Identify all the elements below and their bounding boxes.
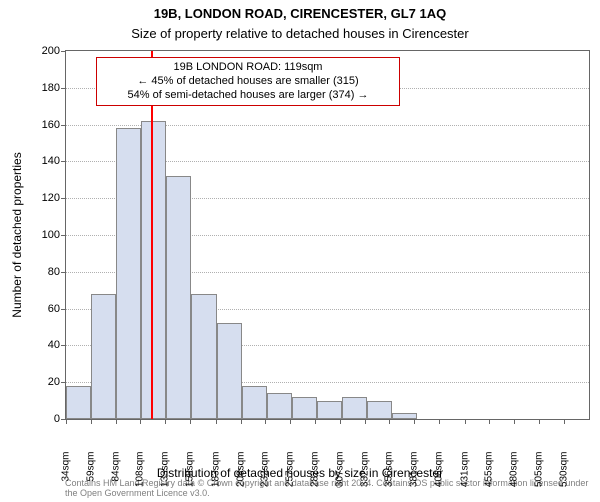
x-tick-label: 59sqm: [86, 452, 97, 502]
histogram-bar: [191, 294, 216, 419]
y-tick-mark: [61, 382, 65, 383]
x-tick-label: 282sqm: [309, 452, 320, 502]
x-tick-mark: [489, 420, 490, 424]
y-tick-mark: [61, 161, 65, 162]
x-tick-mark: [340, 420, 341, 424]
x-tick-label: 232sqm: [259, 452, 270, 502]
x-tick-mark: [315, 420, 316, 424]
y-tick-mark: [61, 272, 65, 273]
histogram-bar: [342, 397, 367, 419]
y-tick-label: 200: [20, 45, 60, 57]
histogram-bar: [392, 413, 417, 419]
x-tick-label: 183sqm: [210, 452, 221, 502]
histogram-bar: [116, 128, 141, 419]
x-tick-mark: [539, 420, 540, 424]
y-tick-label: 60: [20, 303, 60, 315]
x-tick-label: 356sqm: [384, 452, 395, 502]
x-tick-label: 381sqm: [409, 452, 420, 502]
y-tick-label: 100: [20, 229, 60, 241]
y-tick-label: 140: [20, 155, 60, 167]
x-tick-label: 34sqm: [61, 452, 72, 502]
x-tick-label: 108sqm: [135, 452, 146, 502]
histogram-bar: [367, 401, 392, 419]
annotation-line: 19B LONDON ROAD: 119sqm: [103, 61, 393, 75]
x-tick-mark: [389, 420, 390, 424]
plot-area: 19B LONDON ROAD: 119sqm← 45% of detached…: [65, 50, 590, 420]
histogram-bar: [91, 294, 116, 419]
histogram-bar: [166, 176, 191, 419]
x-tick-mark: [165, 420, 166, 424]
page-title-line2: Size of property relative to detached ho…: [0, 26, 600, 41]
annotation-line: ← 45% of detached houses are smaller (31…: [103, 75, 393, 89]
x-tick-label: 530sqm: [558, 452, 569, 502]
x-tick-label: 158sqm: [185, 452, 196, 502]
y-tick-label: 40: [20, 339, 60, 351]
x-tick-mark: [414, 420, 415, 424]
x-tick-mark: [465, 420, 466, 424]
x-tick-mark: [66, 420, 67, 424]
x-tick-mark: [241, 420, 242, 424]
x-tick-mark: [290, 420, 291, 424]
histogram-bar: [66, 386, 91, 419]
x-tick-label: 133sqm: [160, 452, 171, 502]
x-tick-label: 505sqm: [533, 452, 544, 502]
x-tick-mark: [91, 420, 92, 424]
x-tick-label: 208sqm: [235, 452, 246, 502]
y-tick-mark: [61, 345, 65, 346]
x-tick-label: 431sqm: [459, 452, 470, 502]
x-tick-mark: [140, 420, 141, 424]
histogram-bar: [242, 386, 267, 419]
y-tick-label: 0: [20, 413, 60, 425]
histogram-bar: [292, 397, 317, 419]
y-tick-label: 80: [20, 266, 60, 278]
x-tick-label: 332sqm: [360, 452, 371, 502]
x-tick-label: 406sqm: [434, 452, 445, 502]
y-tick-mark: [61, 125, 65, 126]
x-tick-mark: [439, 420, 440, 424]
chart-figure: 19B, LONDON ROAD, CIRENCESTER, GL7 1AQ S…: [0, 0, 600, 500]
x-tick-mark: [190, 420, 191, 424]
histogram-bar: [141, 121, 166, 419]
page-title-line1: 19B, LONDON ROAD, CIRENCESTER, GL7 1AQ: [0, 6, 600, 21]
x-tick-mark: [265, 420, 266, 424]
y-tick-label: 120: [20, 192, 60, 204]
histogram-bar: [217, 323, 242, 419]
x-tick-label: 307sqm: [335, 452, 346, 502]
y-tick-mark: [61, 88, 65, 89]
y-tick-label: 20: [20, 376, 60, 388]
y-tick-mark: [61, 51, 65, 52]
y-tick-mark: [61, 235, 65, 236]
annotation-box: 19B LONDON ROAD: 119sqm← 45% of detached…: [96, 57, 400, 106]
y-tick-label: 160: [20, 119, 60, 131]
y-tick-mark: [61, 198, 65, 199]
x-tick-mark: [116, 420, 117, 424]
x-tick-mark: [216, 420, 217, 424]
x-tick-mark: [564, 420, 565, 424]
histogram-bar: [267, 393, 292, 419]
x-tick-label: 257sqm: [284, 452, 295, 502]
x-tick-mark: [514, 420, 515, 424]
x-tick-label: 480sqm: [508, 452, 519, 502]
x-tick-label: 455sqm: [483, 452, 494, 502]
x-tick-mark: [365, 420, 366, 424]
y-tick-label: 180: [20, 82, 60, 94]
y-tick-mark: [61, 309, 65, 310]
y-tick-mark: [61, 419, 65, 420]
x-tick-label: 84sqm: [111, 452, 122, 502]
histogram-bar: [317, 401, 342, 419]
annotation-line: 54% of semi-detached houses are larger (…: [103, 89, 393, 103]
